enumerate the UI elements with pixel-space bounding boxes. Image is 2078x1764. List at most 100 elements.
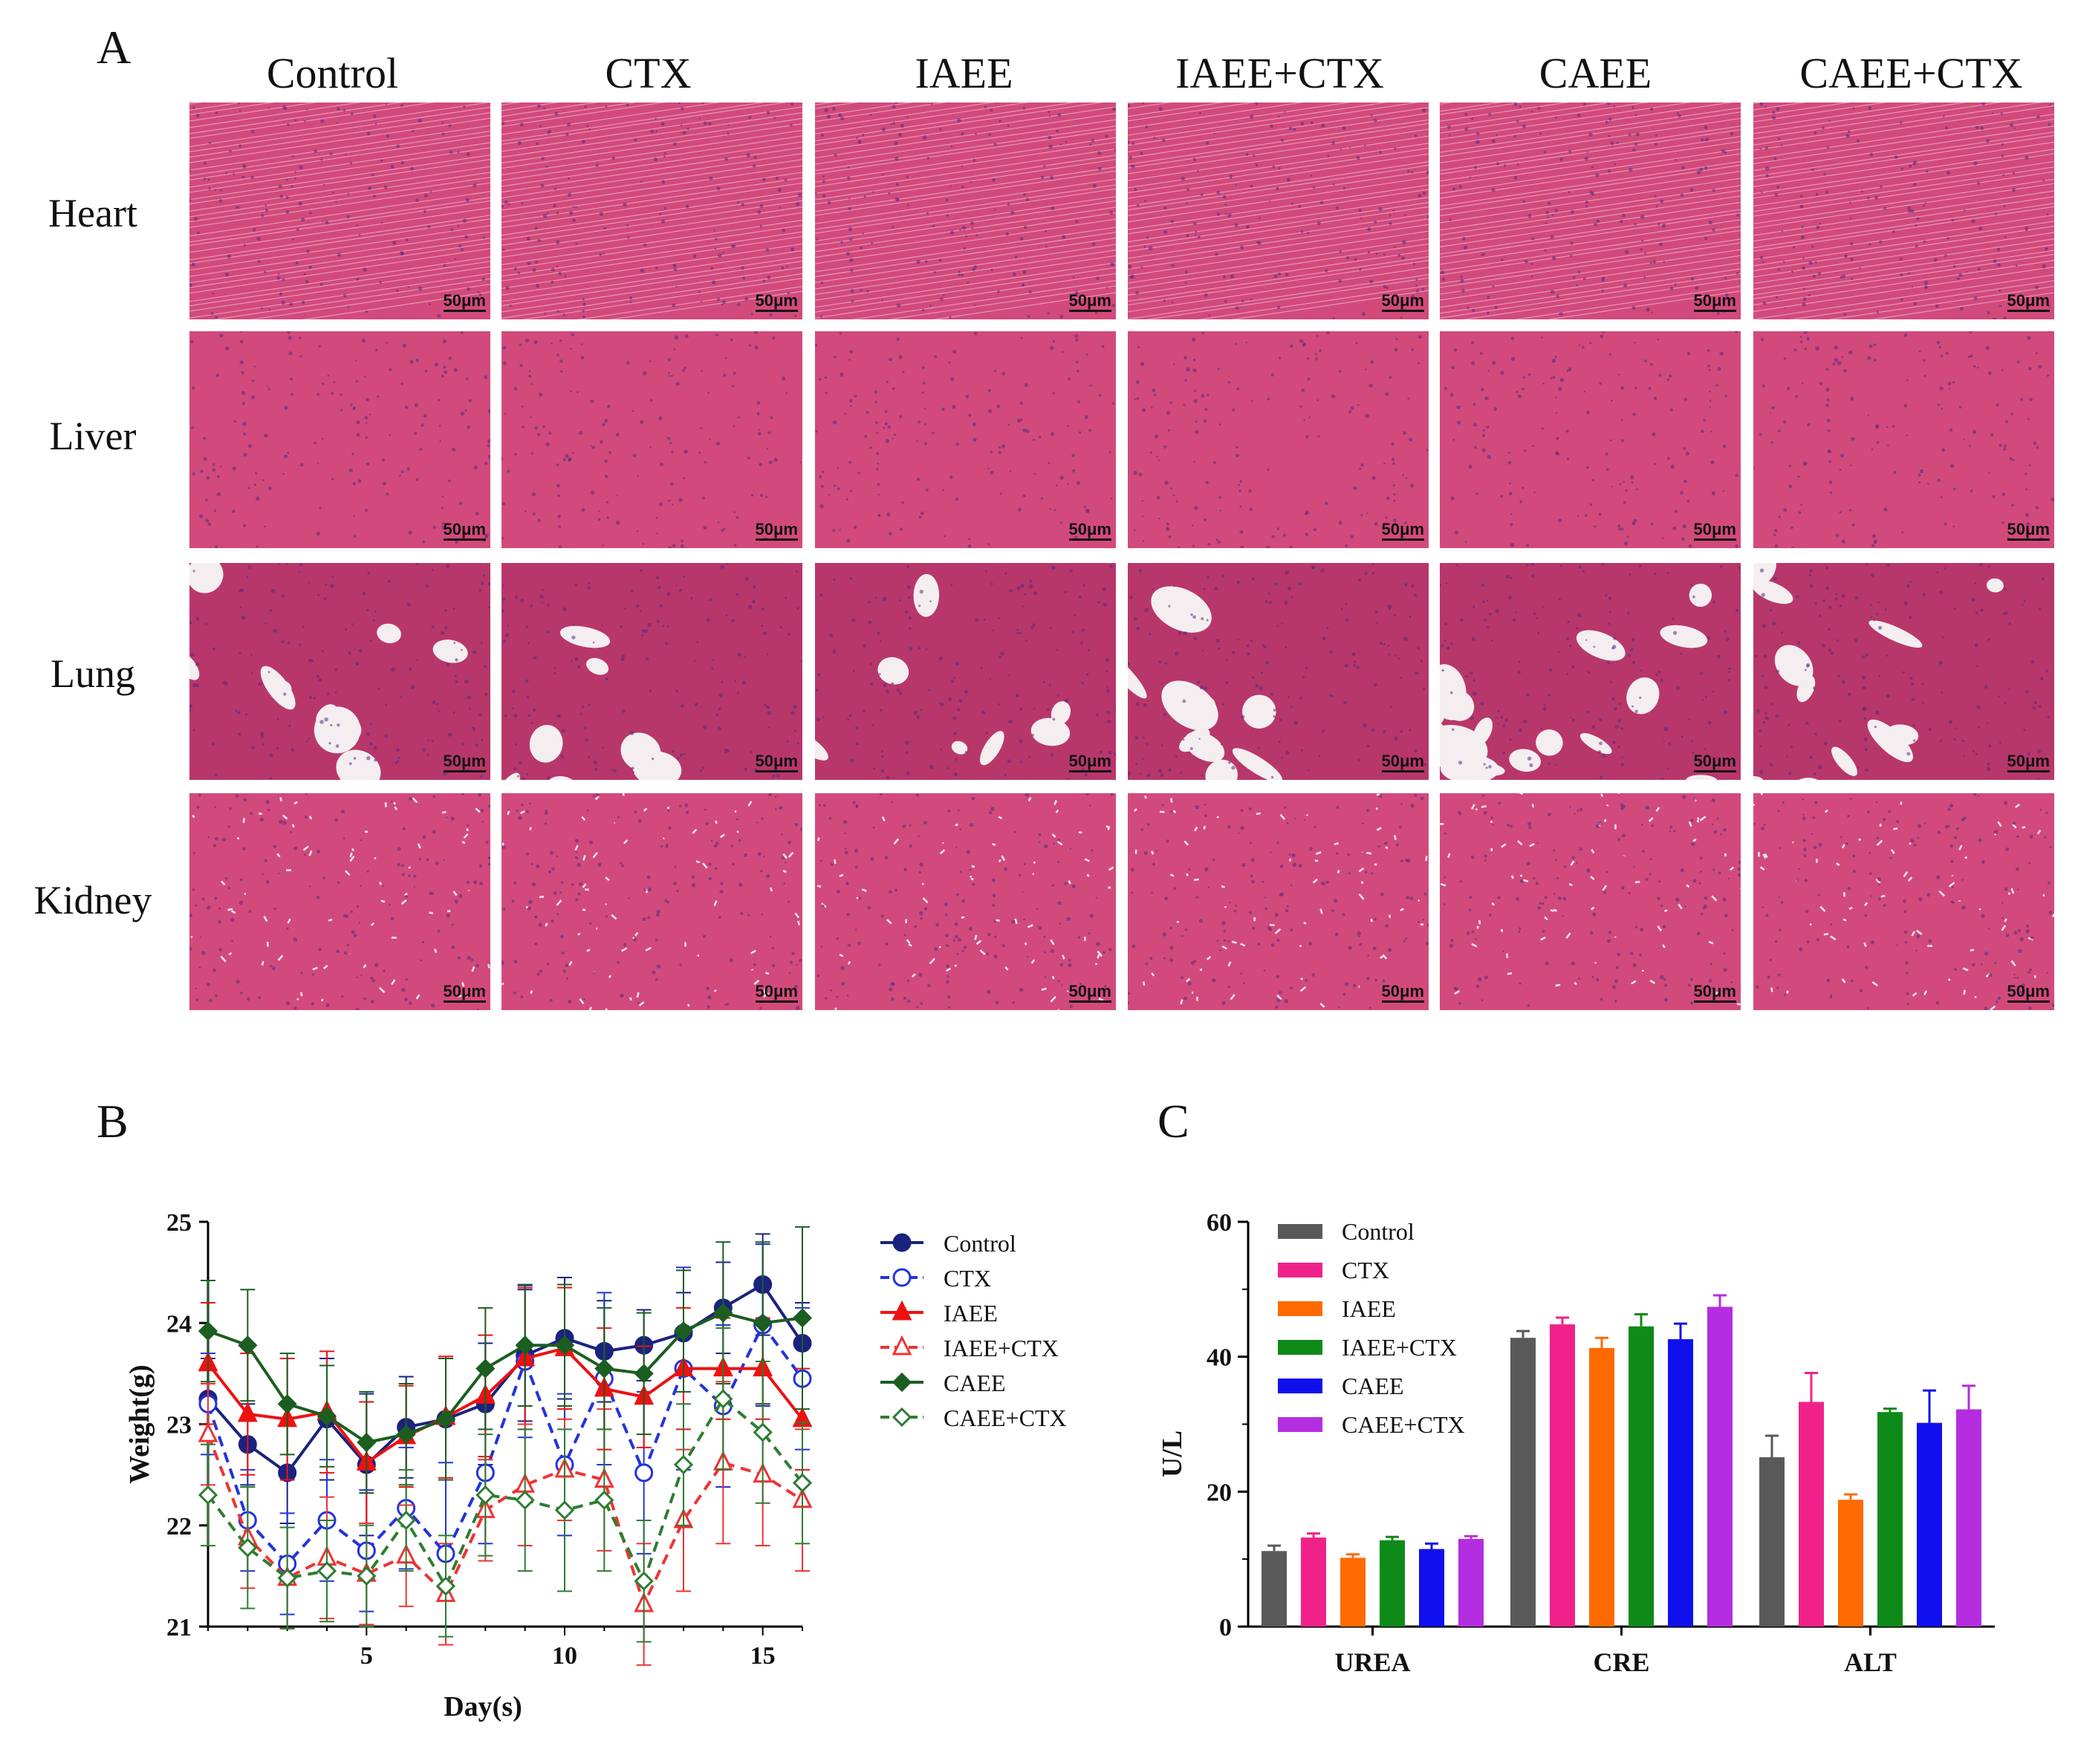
scale-bar: 50μm [1068, 753, 1111, 772]
scale-bar: 50μm [2007, 521, 2050, 541]
scale-bar: 50μm [2007, 983, 2050, 1003]
series-4 [198, 1226, 813, 1494]
legend-swatch [1278, 1340, 1322, 1355]
point [634, 1463, 654, 1483]
x-tick-label: 5 [360, 1642, 373, 1670]
tile-liver-ctx: 50μm [501, 331, 802, 548]
series-line [207, 1347, 804, 1465]
scale-bar: 50μm [1693, 293, 1736, 312]
tile-lung-caee: 50μm [1440, 563, 1741, 780]
point [892, 1372, 912, 1393]
bar [1458, 1538, 1484, 1627]
point [892, 1407, 912, 1428]
panel-c-letter: C [1157, 1095, 1189, 1148]
bar [1419, 1549, 1444, 1627]
y-tick-label: 60 [1207, 1209, 1232, 1237]
tile-heart-caee-ctx: 50μm [1753, 102, 2054, 319]
legend-swatch [1278, 1417, 1322, 1432]
legend-swatch [1278, 1301, 1322, 1316]
chart-c-bars [1262, 1294, 1981, 1627]
bar [1629, 1326, 1654, 1627]
y-tick-label: 25 [166, 1209, 192, 1237]
scale-bar: 50μm [1693, 983, 1736, 1003]
legend-label: IAEE+CTX [1342, 1334, 1457, 1361]
point [594, 1358, 614, 1379]
col-header-iaee-ctx: IAEE+CTX [1175, 49, 1384, 97]
bar [1340, 1558, 1366, 1627]
col-header-ctx: CTX [605, 49, 692, 97]
tile-liver-caee-ctx: 50μm [1753, 331, 2054, 548]
y-tick-label: 22 [166, 1513, 192, 1540]
bar [1380, 1540, 1405, 1627]
scale-bar: 50μm [443, 753, 486, 772]
scale-bar: 50μm [443, 983, 486, 1003]
bar [1589, 1347, 1614, 1627]
scale-bar: 50μm [1381, 983, 1424, 1003]
point [198, 1321, 218, 1341]
series-0 [198, 1233, 812, 1537]
series-line [207, 1396, 804, 1589]
legend-label: CAEE+CTX [1342, 1411, 1465, 1438]
panel-a-letter: A [97, 21, 132, 74]
legend-label: IAEE [944, 1300, 998, 1327]
tile-heart-iaee-ctx: 50μm [1128, 102, 1429, 319]
series-line [207, 1311, 803, 1445]
legend-label: IAEE [1342, 1295, 1396, 1322]
tile-lung-iaee-ctx: 50μm [1128, 563, 1429, 780]
bar [1759, 1457, 1785, 1627]
legend-swatch [1278, 1263, 1322, 1278]
point [753, 1313, 773, 1333]
point [594, 1490, 614, 1510]
chart-b-legend: Control CTX IAEE IAEE+CTX CAEE CAEE+CTX [880, 1230, 1067, 1431]
tile-kidney-caee-ctx: 50μm [1753, 793, 2054, 1010]
tile-lung-caee-ctx: 50μm [1753, 563, 2054, 780]
tile-lung-iaee: 50μm [815, 563, 1116, 780]
scale-bar: 50μm [1068, 521, 1111, 541]
panel-b-letter: B [97, 1095, 129, 1148]
point [396, 1510, 416, 1531]
bar [1510, 1338, 1536, 1627]
legend-swatch [1278, 1379, 1322, 1393]
point [475, 1358, 496, 1379]
point [792, 1308, 813, 1328]
chart-c-legend: Control CTX IAEE IAEE+CTX CAEE CAEE+CTX [1278, 1218, 1465, 1438]
tile-liver-iaee: 50μm [815, 331, 1116, 548]
point [713, 1303, 733, 1323]
histology-panel: A Control CTX IAEE IAEE+CTX CAEE CAEE+CT… [34, 21, 2054, 1010]
scale-bar: 50μm [755, 753, 798, 772]
point [277, 1568, 297, 1588]
y-tick-label: 24 [166, 1310, 192, 1338]
tile-lung-ctx: 50μm [501, 563, 802, 780]
tile-heart-control: 50μm [189, 102, 490, 319]
point [198, 1485, 218, 1505]
y-tick-label: 23 [166, 1412, 192, 1439]
bar [1838, 1500, 1863, 1627]
point [515, 1490, 535, 1510]
point [515, 1335, 535, 1355]
y-axis-label: Weight(g) [124, 1364, 155, 1483]
x-axis-label: Day(s) [444, 1691, 522, 1722]
bar [1877, 1412, 1903, 1627]
bar [1550, 1324, 1575, 1627]
point [237, 1402, 258, 1422]
point [316, 1560, 337, 1581]
y-tick-label: 21 [166, 1614, 192, 1641]
row-label-heart: Heart [48, 191, 137, 235]
row-label-liver: Liver [49, 414, 137, 458]
x-tick-label: 15 [750, 1642, 776, 1670]
tile-kidney-iaee-ctx: 50μm [1128, 793, 1429, 1010]
legend-label: CTX [1342, 1257, 1389, 1283]
bar [1301, 1537, 1326, 1627]
legend-label: Control [1342, 1218, 1415, 1245]
point [554, 1335, 575, 1355]
point [435, 1409, 456, 1429]
point [673, 1454, 694, 1475]
bar [1668, 1339, 1693, 1627]
bar [1956, 1409, 1981, 1627]
col-header-caee-ctx: CAEE+CTX [1799, 49, 2023, 97]
point [357, 1566, 377, 1586]
col-header-caee: CAEE [1539, 49, 1652, 97]
point [238, 1537, 258, 1558]
scale-bar: 50μm [1381, 293, 1424, 312]
legend-label: CAEE [944, 1370, 1006, 1396]
